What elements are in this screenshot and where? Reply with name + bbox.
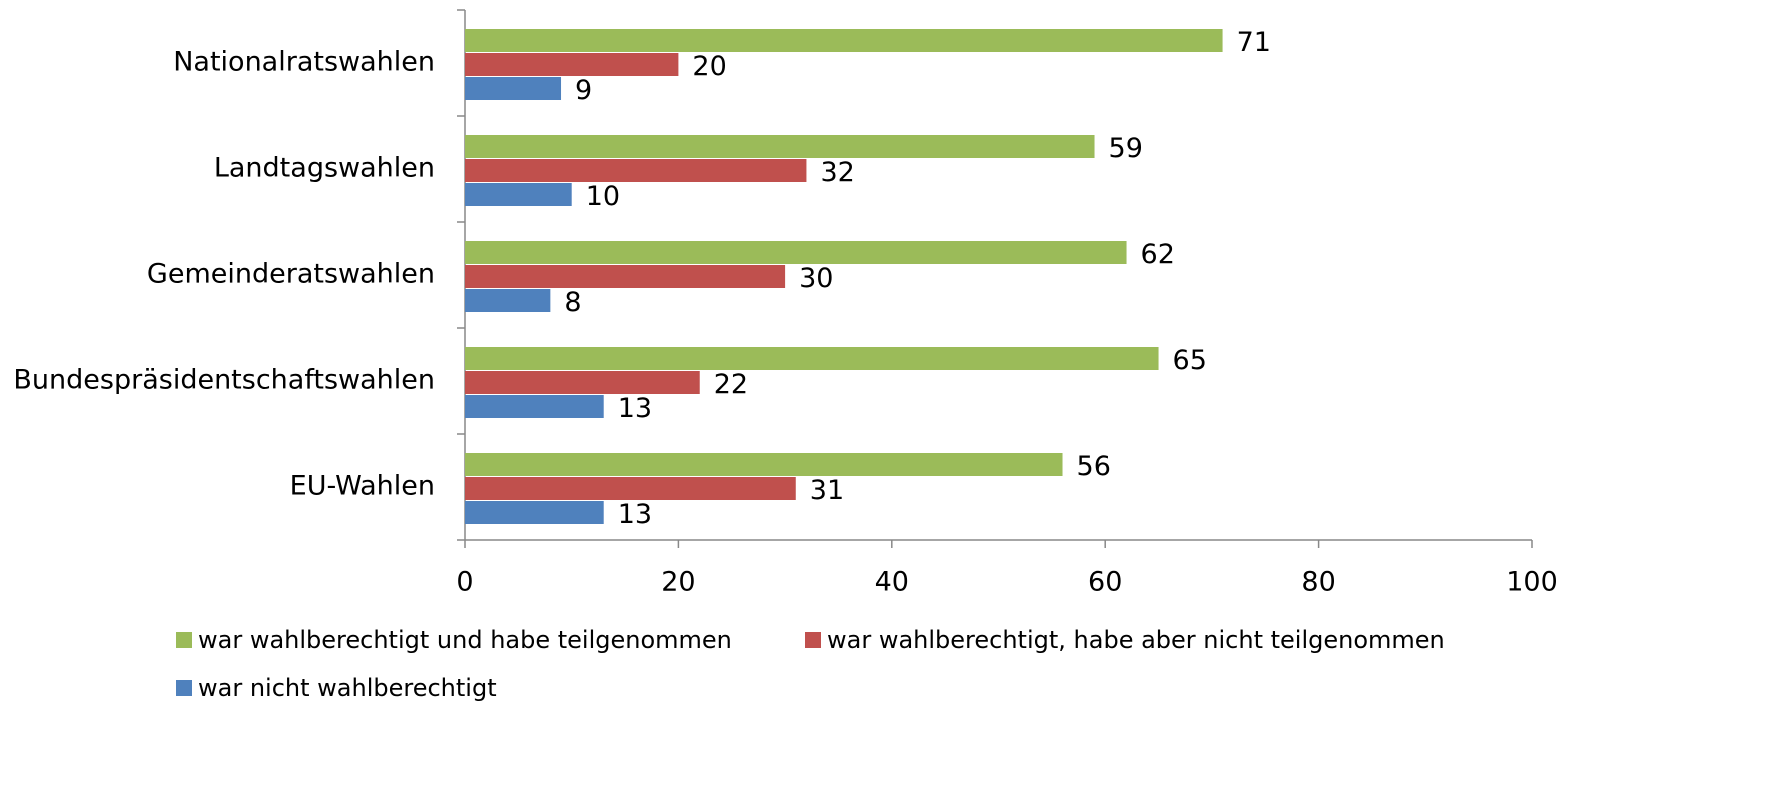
- x-tick-label: 60: [1088, 567, 1122, 598]
- value-label: 65: [1173, 345, 1207, 376]
- bar: [465, 29, 1223, 52]
- legend-label: war nicht wahlberechtigt: [198, 674, 497, 702]
- bar: [465, 453, 1063, 476]
- bar: [465, 53, 679, 76]
- bar: [465, 371, 700, 394]
- x-tick-label: 100: [1506, 567, 1558, 598]
- value-label: 10: [586, 181, 620, 212]
- value-label: 20: [692, 51, 726, 82]
- category-label: EU-Wahlen: [290, 471, 435, 502]
- bar: [465, 135, 1095, 158]
- legend-swatch: [176, 680, 192, 696]
- legend-swatch: [805, 632, 821, 648]
- legend-label: war wahlberechtigt und habe teilgenommen: [198, 626, 732, 654]
- value-label: 32: [820, 157, 854, 188]
- value-label: 30: [799, 263, 833, 294]
- value-label: 22: [714, 369, 748, 400]
- x-tick-label: 0: [456, 567, 473, 598]
- legend-label: war wahlberechtigt, habe aber nicht teil…: [827, 626, 1445, 654]
- value-label: 13: [618, 393, 652, 424]
- value-label: 9: [575, 75, 592, 106]
- value-label: 56: [1077, 451, 1111, 482]
- bar: [465, 347, 1159, 370]
- bar: [465, 477, 796, 500]
- category-label: Nationalratswahlen: [173, 47, 435, 78]
- legend-swatch: [176, 632, 192, 648]
- x-tick-label: 40: [875, 567, 909, 598]
- bar: [465, 265, 786, 288]
- category-label: Landtagswahlen: [214, 153, 435, 184]
- x-tick-label: 80: [1301, 567, 1335, 598]
- category-label: Bundespräsidentschaftswahlen: [13, 365, 435, 396]
- value-label: 31: [810, 475, 844, 506]
- value-label: 71: [1237, 27, 1271, 58]
- value-label: 8: [564, 287, 581, 318]
- bar: [465, 183, 572, 206]
- bar: [465, 159, 807, 182]
- x-tick-label: 20: [661, 567, 695, 598]
- category-label: Gemeinderatswahlen: [147, 259, 435, 290]
- bar: [465, 77, 562, 100]
- bar: [465, 289, 551, 312]
- bar: [465, 395, 604, 418]
- bar: [465, 501, 604, 524]
- value-label: 59: [1109, 133, 1143, 164]
- legend: war wahlberechtigt und habe teilgenommen…: [176, 626, 1445, 702]
- value-label: 62: [1141, 239, 1175, 270]
- value-label: 13: [618, 499, 652, 530]
- bar: [465, 241, 1127, 264]
